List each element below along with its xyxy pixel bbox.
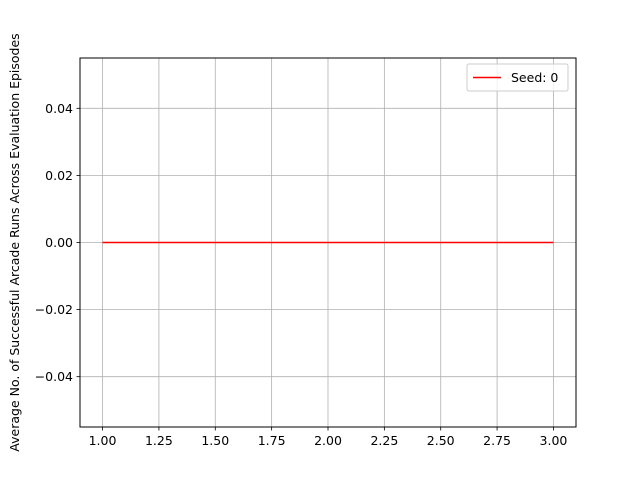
y-tick-label: −0.04: [35, 369, 73, 384]
y-axis-label: Average No. of Successful Arcade Runs Ac…: [7, 33, 22, 451]
x-tick-label: 1.50: [201, 433, 229, 448]
x-tick-label: 2.25: [370, 433, 398, 448]
y-tick-label: −0.02: [35, 302, 73, 317]
x-tick-label: 1.00: [89, 433, 117, 448]
x-tick-label: 3.00: [540, 433, 568, 448]
legend: Seed: 0: [466, 63, 569, 92]
y-tick-label: 0.04: [45, 101, 73, 116]
y-tick-label: 0.00: [45, 235, 73, 250]
y-tick-label: 0.02: [45, 168, 73, 183]
legend-label: Seed: 0: [511, 70, 558, 85]
x-tick-label: 1.75: [258, 433, 286, 448]
x-axis: 1.00 1.25 1.50 1.75 2.00 2.25 2.50 2.75 3.00: [89, 427, 568, 448]
x-tick-label: 2.50: [427, 433, 455, 448]
x-tick-label: 2.00: [314, 433, 342, 448]
y-axis: −0.04 −0.02 0.00 0.02 0.04: [35, 101, 80, 384]
x-tick-label: 1.25: [145, 433, 173, 448]
x-tick-label: 2.75: [483, 433, 511, 448]
legend-box: [466, 63, 569, 92]
